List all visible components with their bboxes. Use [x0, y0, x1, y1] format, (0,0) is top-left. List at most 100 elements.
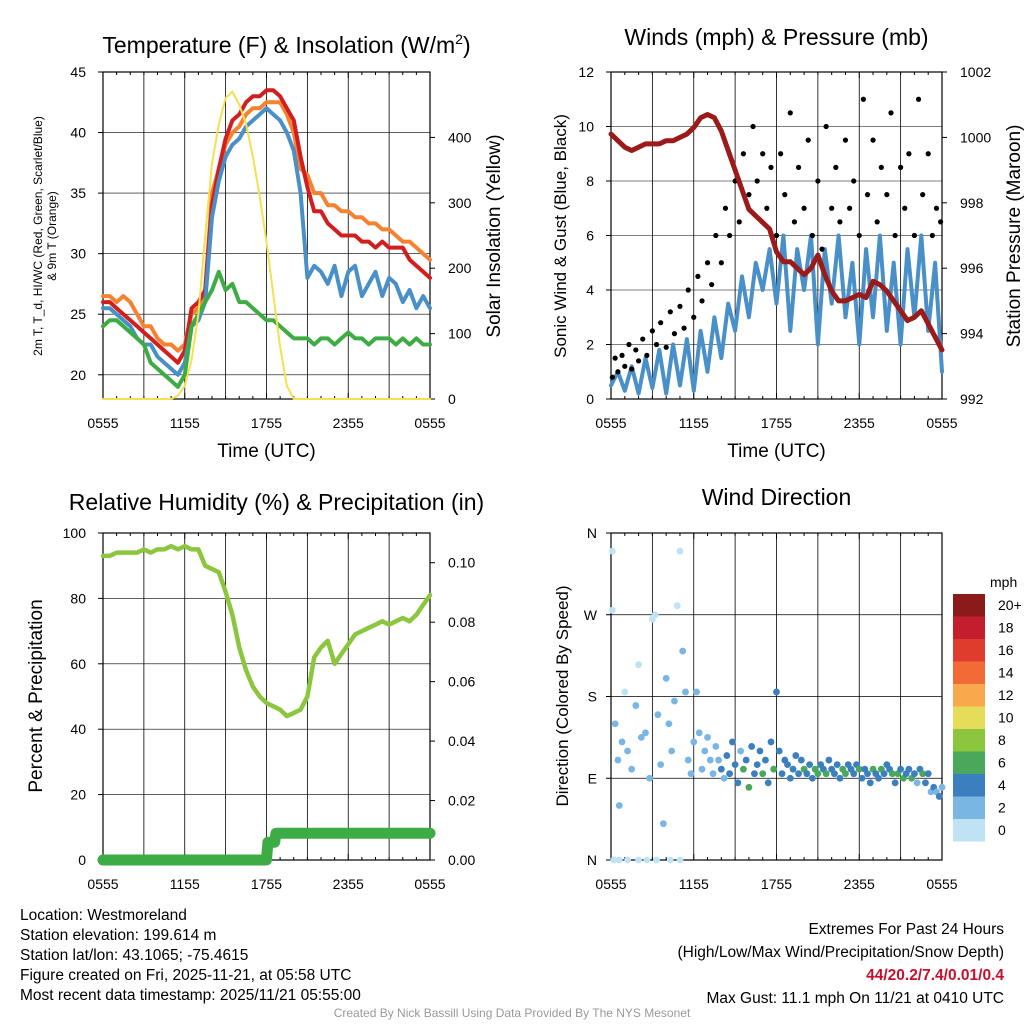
dir-point — [795, 770, 802, 778]
wind-ytick-label: 0 — [586, 391, 594, 407]
dir-ytick-label: S — [588, 689, 597, 705]
rh-series-precipitation — [97, 827, 436, 866]
dir-legend-label: 12 — [998, 687, 1014, 703]
wind-ytick-label: 12 — [578, 64, 594, 80]
elevation-text: Station elevation: 199.614 m — [20, 927, 217, 944]
wind-gust-point — [658, 320, 664, 326]
temp-ytick2-label: 400 — [448, 129, 472, 145]
rh-xtick-label: 0555 — [87, 876, 118, 892]
wind-xlabel: Time (UTC) — [727, 441, 826, 462]
dir-point — [753, 761, 761, 769]
dir-point — [740, 765, 747, 773]
rh-ytick-label: 0 — [78, 852, 86, 868]
dir-point — [717, 765, 725, 773]
dir-legend-label: 2 — [998, 800, 1006, 816]
dir-point — [646, 774, 654, 782]
wind-gust-point — [671, 331, 678, 337]
dir-legend-swatch — [953, 819, 985, 842]
dir-point — [786, 774, 794, 782]
dir-point — [808, 774, 816, 782]
wind-gust-point — [938, 219, 944, 225]
wind-gust-point — [829, 205, 835, 211]
rh-xtick-label: 0555 — [414, 876, 445, 892]
dir-legend-swatch — [953, 684, 985, 707]
dir-point — [671, 697, 678, 705]
temp-ylabel-line1: 2m T, T_d, HI/WC (Red, Green, Scarlet/Bl… — [31, 116, 45, 356]
dir-point — [806, 761, 813, 769]
rh-ytick2-label: 0.00 — [448, 852, 475, 868]
dir-point — [621, 688, 629, 696]
wind-gust-point — [898, 164, 904, 170]
dir-point — [814, 770, 822, 778]
max-gust-text: Max Gust: 11.1 mph On 11/21 at 0410 UTC — [706, 990, 1004, 1007]
wind-chart-title: Winds (mph) & Pressure (mb) — [624, 24, 928, 50]
dir-ytick-label: N — [587, 525, 597, 541]
wind-ytick2-label: 996 — [960, 260, 984, 276]
wind-xtick-label: 0555 — [926, 415, 957, 431]
temp-series-td — [101, 269, 432, 389]
dir-point — [731, 761, 739, 769]
wind-gust-point — [736, 219, 742, 225]
dir-point — [690, 738, 698, 746]
wind-gust-point — [740, 151, 747, 157]
dir-point — [784, 761, 791, 769]
wind-ytick2-label: 1000 — [960, 129, 991, 145]
wind-ytick2-label: 992 — [960, 391, 984, 407]
wind-gust-point — [906, 151, 912, 157]
wind-ylabel2: Station Pressure (Maroon) — [1004, 125, 1024, 348]
dir-legend-label: 10 — [998, 710, 1014, 726]
extremes-title: Extremes For Past 24 Hours — [808, 921, 1004, 938]
dir-point — [720, 774, 728, 782]
wind-gust-point — [837, 219, 843, 225]
dir-point — [875, 774, 882, 782]
extremes-values: 44/20.2/7.4/0.01/0.4 — [866, 967, 1004, 984]
dir-point — [897, 765, 905, 773]
dir-point — [679, 647, 687, 655]
dir-point — [764, 779, 772, 787]
rh-ylabel: Percent & Precipitation — [26, 599, 47, 792]
temp-chart-title: Temperature (F) & Insolation (W/m2) — [102, 31, 470, 58]
wind-ytick-label: 8 — [586, 173, 594, 189]
dir-xtick-label: 0555 — [595, 876, 626, 892]
dir-point — [919, 770, 927, 778]
temp-xtick-label: 0555 — [414, 415, 445, 431]
dir-point — [773, 688, 780, 696]
wind-gust-point — [823, 123, 829, 130]
location-text: Location: Westmoreland — [20, 907, 187, 924]
dir-legend-swatch — [953, 729, 985, 752]
dir-point — [704, 733, 711, 741]
dir-chart-title: Wind Direction — [702, 484, 852, 510]
wind-gust-point — [773, 232, 780, 239]
dir-ytick-label: E — [588, 770, 597, 786]
wind-gust-point — [619, 352, 625, 358]
wind-gust-point — [920, 192, 926, 198]
temp-ylabel-line2: & 9m T (Orange) — [45, 191, 59, 281]
dir-point — [792, 752, 800, 759]
wind-gust-point — [635, 358, 642, 364]
dir-point — [695, 729, 703, 737]
wind-gust-point — [722, 205, 729, 211]
wind-ylabel: Sonic Wind & Gust (Blue, Black) — [551, 114, 570, 358]
dir-point — [770, 765, 778, 773]
wind-gust-point — [718, 260, 724, 266]
wind-gust-point — [612, 355, 618, 361]
dir-xtick-label: 0555 — [926, 876, 957, 892]
dir-point — [767, 738, 775, 746]
dir-point — [676, 547, 684, 555]
dir-point — [759, 770, 767, 778]
temp-series-9m-t — [101, 100, 432, 353]
wind-xtick-label: 0555 — [595, 415, 626, 431]
dir-point — [682, 688, 689, 696]
dir-point — [608, 547, 616, 555]
wind-gust-point — [699, 298, 705, 304]
extremes-subtitle: (High/Low/Max Wind/Precipitation/Snow De… — [677, 944, 1005, 961]
wind-gust-point — [856, 232, 862, 239]
recent-timestamp-text: Most recent data timestamp: 2025/11/21 0… — [20, 987, 361, 1004]
rh-ytick-label: 100 — [63, 525, 87, 541]
wind-gust-point — [870, 137, 876, 143]
wind-gust-point — [902, 205, 908, 211]
dir-point — [643, 856, 651, 864]
dir-legend-swatch — [953, 706, 985, 729]
dir-point — [624, 856, 631, 864]
wind-gust-point — [609, 374, 615, 380]
